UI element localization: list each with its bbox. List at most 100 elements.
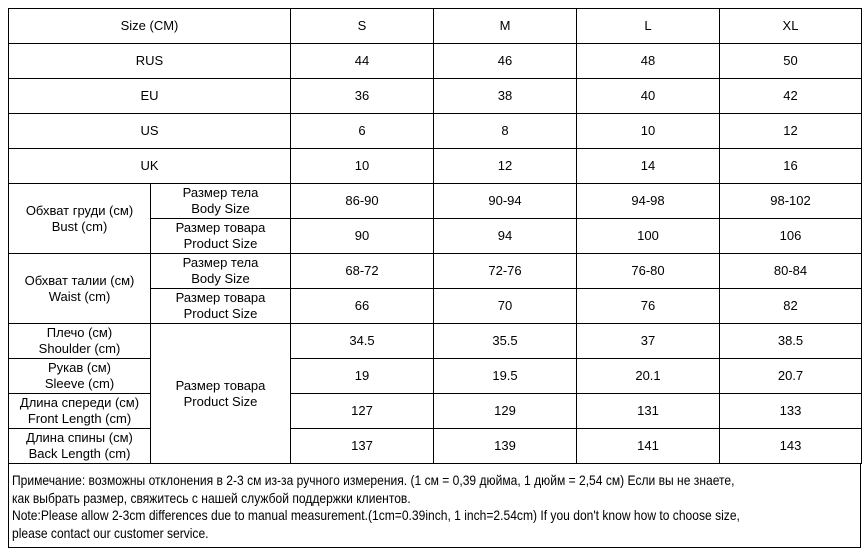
label-en: Bust (cm) xyxy=(51,218,108,234)
cell: 76-80 xyxy=(576,253,720,289)
cell: 72-76 xyxy=(433,253,577,289)
cell: 20.1 xyxy=(576,358,720,394)
note-line: как выбрать размер, свяжитесь с нашей сл… xyxy=(12,489,411,506)
table-row: Плечо (см) Shoulder (cm) Размер товара Pro… xyxy=(8,323,862,464)
row-label: RUS xyxy=(8,43,291,79)
cell: 68-72 xyxy=(290,253,434,289)
header-label: Size (CM) xyxy=(8,8,291,44)
body-size-label: Размер тела Body Size xyxy=(150,183,291,219)
cell: 40 xyxy=(576,78,720,114)
note-line: please contact our customer service. xyxy=(12,524,209,541)
front-length-label: Длина спереди (см) Front Length (cm) xyxy=(8,393,151,429)
back-length-label: Длина спины (см) Back Length (cm) xyxy=(8,428,151,464)
label-ru: Длина спереди (см) xyxy=(19,395,140,410)
cell: 6 xyxy=(290,113,434,149)
bust-label: Обхват груди (см) Bust (cm) xyxy=(8,183,151,254)
label-ru: Размер товара xyxy=(175,290,266,305)
cell: 38 xyxy=(433,78,577,114)
cell: 50 xyxy=(719,43,862,79)
table-row: Размер товара Product Size 90 94 100 106 xyxy=(9,218,862,254)
cell: 42 xyxy=(719,78,862,114)
cell: 133 xyxy=(719,393,862,429)
label-en: Front Length (cm) xyxy=(27,411,132,426)
product-size-label: Размер товара Product Size xyxy=(150,323,291,464)
row-label: US xyxy=(8,113,291,149)
label-ru: Рукав (см) xyxy=(48,360,111,375)
shoulder-label: Плечо (см) Shoulder (cm) xyxy=(8,323,151,359)
size-xl: XL xyxy=(719,8,862,44)
cell: 94 xyxy=(433,218,577,254)
label-ru: Размер товара xyxy=(175,220,266,235)
cell: 19 xyxy=(290,358,434,394)
cell: 20.7 xyxy=(719,358,862,394)
note-line: Note:Please allow 2-3cm differences due … xyxy=(12,507,740,523)
row-label: UK xyxy=(8,148,291,184)
label-en: Shoulder (cm) xyxy=(38,341,121,356)
cell: 8 xyxy=(433,113,577,149)
label-en: Product Size xyxy=(183,306,258,321)
cell: 19.5 xyxy=(433,358,577,394)
table-row: EU 36 38 40 42 xyxy=(8,78,862,114)
table-row: RUS 44 46 48 50 xyxy=(8,43,862,79)
cell: 12 xyxy=(719,113,862,149)
size-s: S xyxy=(290,8,434,44)
product-size-label: Размер товара Product Size xyxy=(150,288,291,324)
cell: 129 xyxy=(433,393,577,429)
body-size-label: Размер тела Body Size xyxy=(150,253,291,289)
size-l: L xyxy=(576,8,720,44)
table-row: Размер товара Product Size 66 70 76 82 xyxy=(9,288,862,324)
table-row: Рукав (см) Sleeve (cm) 19 19.5 20.1 20.7 xyxy=(8,358,862,394)
cell: 82 xyxy=(719,288,862,324)
table-row: Обхват груди (см) Bust (cm) Размер тела Bo… xyxy=(8,183,862,254)
table-row: Обхват талии (см) Waist (cm) Размер тела B… xyxy=(8,253,862,324)
cell: 127 xyxy=(290,393,434,429)
table-row: UK 10 12 14 16 xyxy=(8,148,862,184)
cell: 86-90 xyxy=(290,183,434,219)
cell: 131 xyxy=(576,393,720,429)
row-label: EU xyxy=(8,78,291,114)
size-chart-table: Size (CM) S M L XL RUS 44 46 48 50 EU 36… xyxy=(8,8,862,464)
size-m: M xyxy=(433,8,577,44)
cell: 80-84 xyxy=(719,253,862,289)
cell: 10 xyxy=(576,113,720,149)
cell: 70 xyxy=(433,288,577,324)
label-ru: Размер тела xyxy=(182,185,259,200)
table-row: US 6 8 10 12 xyxy=(8,113,862,149)
cell: 38.5 xyxy=(719,323,862,359)
cell: 94-98 xyxy=(576,183,720,219)
cell: 76 xyxy=(576,288,720,324)
cell: 37 xyxy=(576,323,720,359)
cell: 98-102 xyxy=(719,183,862,219)
table-row: Длина спины (см) Back Length (cm) 137 139… xyxy=(8,428,862,464)
cell: 10 xyxy=(290,148,434,184)
cell: 35.5 xyxy=(433,323,577,359)
label-en: Body Size xyxy=(191,201,250,216)
label-en: Waist (cm) xyxy=(48,288,111,304)
label-en: Back Length (cm) xyxy=(28,446,131,461)
label-en: Product Size xyxy=(183,236,258,251)
label-ru: Плечо (см) xyxy=(46,325,113,340)
label-ru: Размер товара xyxy=(175,377,266,393)
cell: 143 xyxy=(719,428,862,464)
cell: 106 xyxy=(719,218,862,254)
cell: 46 xyxy=(433,43,577,79)
cell: 90 xyxy=(290,218,434,254)
label-ru: Длина спины (см) xyxy=(26,430,133,445)
cell: 139 xyxy=(433,428,577,464)
cell: 16 xyxy=(719,148,862,184)
cell: 34.5 xyxy=(290,323,434,359)
cell: 66 xyxy=(290,288,434,324)
label-ru: Обхват талии (см) xyxy=(24,272,135,288)
measurement-note: Примечание: возможны отклонения в 2-3 см… xyxy=(8,463,861,548)
cell: 90-94 xyxy=(433,183,577,219)
label-en: Sleeve (cm) xyxy=(44,376,115,391)
cell: 12 xyxy=(433,148,577,184)
label-ru: Обхват груди (см) xyxy=(25,202,134,218)
cell: 100 xyxy=(576,218,720,254)
label-en: Product Size xyxy=(183,393,258,409)
label-ru: Размер тела xyxy=(182,255,259,270)
label-en: Body Size xyxy=(191,271,250,286)
product-size-label: Размер товара Product Size xyxy=(150,218,291,254)
cell: 137 xyxy=(290,428,434,464)
cell: 141 xyxy=(576,428,720,464)
